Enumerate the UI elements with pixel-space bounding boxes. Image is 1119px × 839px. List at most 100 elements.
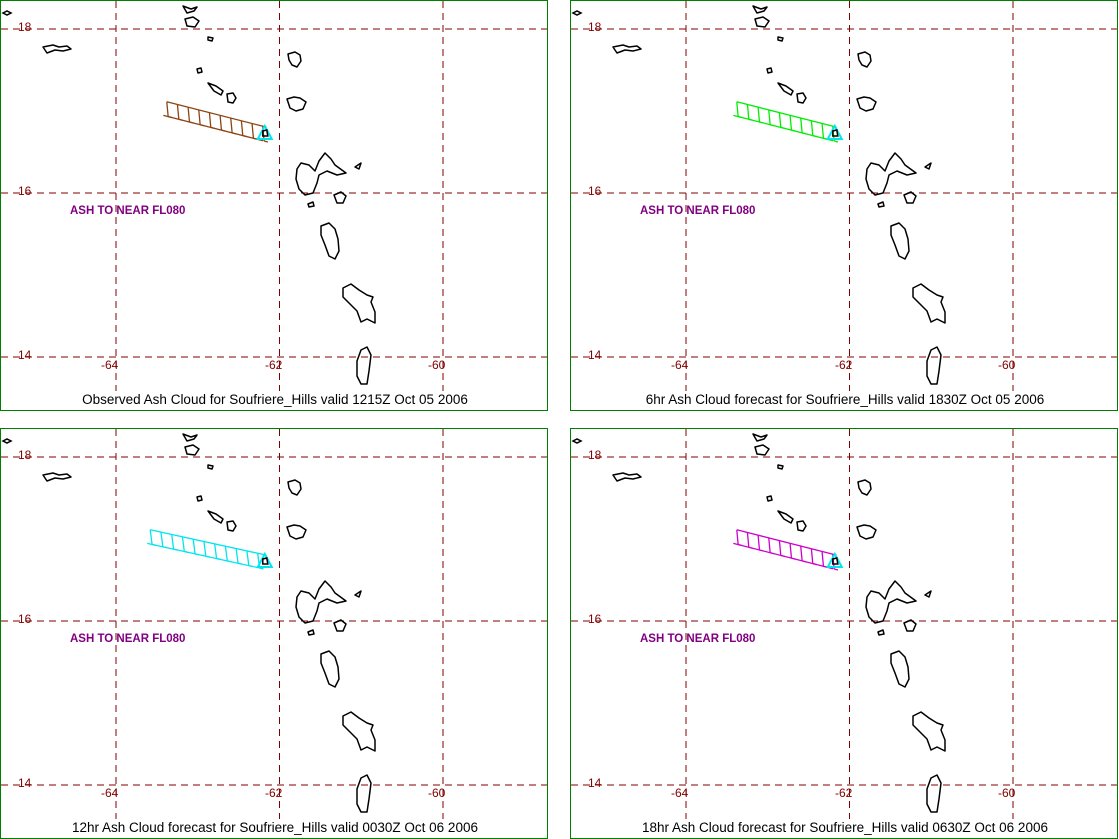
ash-plume-hatch [769,552,775,555]
ash-plume-hatch [168,115,173,119]
island-st-kitts [207,82,224,96]
island-dominica [320,650,340,688]
ash-plume-hatch [746,104,750,120]
lon-label-62: -62 [265,786,283,800]
lon-label-60: -60 [998,786,1016,800]
island-saba [766,495,773,502]
island-montserrat [262,557,269,565]
volcano-marker [256,551,274,568]
lon-label-64: -64 [671,358,689,372]
ash-plume-hatch [791,557,796,560]
island-antigua [286,524,307,540]
lon-label-64: -64 [101,358,119,372]
lat-label-18: 18 [18,448,32,462]
ash-plume-hatch [748,546,753,549]
ash-plume-hatch [778,540,782,556]
volcano-marker [826,551,844,568]
island-guadeloupe [295,152,347,196]
lat-label-18: 18 [18,20,32,34]
island-nevis [226,520,237,532]
ash-plume-hatch [821,123,825,139]
island-montserrat [262,129,269,137]
map-canvas [1,1,547,391]
ash-plume-hatch [199,124,205,127]
ash-plume-hatch [780,126,785,130]
ash-plume-hatch [810,120,814,136]
ash-plume-hatch [216,557,221,561]
panel-caption: 6hr Ash Cloud forecast for Soufriere_Hil… [645,392,1045,407]
island-virgin-edge [571,438,583,444]
ash-plume-hatch [812,562,817,566]
ash-plume-hatch [738,115,743,119]
lat-label-16: 16 [18,612,32,626]
ash-level-label: ASH TO NEAR FL080 [640,205,756,217]
ash-plume-hatch [160,531,164,547]
ash-plume-hatch [789,543,793,559]
ash-plume-hatch [224,546,228,562]
ash-level-label: ASH TO NEAR FL080 [70,633,186,645]
ash-plume-hatch [208,112,212,128]
lat-label-18: 18 [588,20,602,34]
island-st-martin [754,16,770,28]
island-martinique [342,711,376,752]
ash-level-label: ASH TO NEAR FL080 [70,205,186,217]
island-virgin-edge [1,10,13,16]
island-marie-galante [333,619,347,632]
ash-plume-hatch [746,532,750,548]
panel-caption: Observed Ash Cloud for Soufriere_Hills v… [82,392,468,407]
island-marie-galante [903,619,917,632]
island-anguilla [182,433,198,442]
ash-plume-hatch [192,539,196,554]
island-martinique [912,283,946,324]
ash-plume-hatch [821,551,825,567]
ash-plume-edge-upper [150,529,267,556]
ash-plume-hatch [231,132,237,135]
island-st-lucia [926,346,942,385]
island-martinique [912,711,946,752]
island-martinique [342,283,376,324]
ash-plume-hatch [166,101,169,117]
island-desirade [924,162,932,170]
island-nevis [796,520,807,532]
ash-plume-hatch [198,109,201,125]
ash-plume [147,529,267,570]
island-les-saintes [877,201,885,208]
ash-plume-hatch [801,132,807,135]
island-dominica [890,650,910,688]
island-st-martin [184,444,200,456]
island-virgin-edge [1,438,13,444]
ash-plume-hatch [242,134,247,138]
island-st-kitts [777,82,794,96]
lon-label-64: -64 [671,786,689,800]
ash-plume-hatch [171,534,175,550]
island-montserrat [832,557,839,565]
ash-plume-hatch [187,107,191,123]
ash-level-label: ASH TO NEAR FL080 [640,633,756,645]
island-barbuda [287,51,302,68]
ash-plume-hatch [757,107,761,123]
island-anegada [42,44,72,54]
island-les-saintes [877,629,885,636]
island-marie-galante [333,191,347,204]
island-guadeloupe [865,152,917,196]
lat-label-18: 18 [588,448,602,462]
ash-plume-hatch [738,543,743,547]
island-st-kitts [777,510,794,524]
island-anegada [612,472,642,482]
ash-plume-hatch [800,545,803,561]
ash-plume-hatch [178,118,183,121]
island-saba [196,67,203,74]
island-st-barths [207,36,214,42]
island-st-kitts [207,510,224,524]
ash-plume [733,529,839,571]
island-guadeloupe [865,580,917,624]
volcano-marker [256,123,274,140]
lat-label-14: 14 [18,348,32,362]
island-desirade [354,162,362,170]
island-st-lucia [356,346,372,385]
ash-plume-hatch [214,543,218,559]
lon-label-60: -60 [998,358,1016,372]
ash-plume-hatch [812,134,817,138]
island-anegada [612,44,642,54]
island-saba [766,67,773,74]
